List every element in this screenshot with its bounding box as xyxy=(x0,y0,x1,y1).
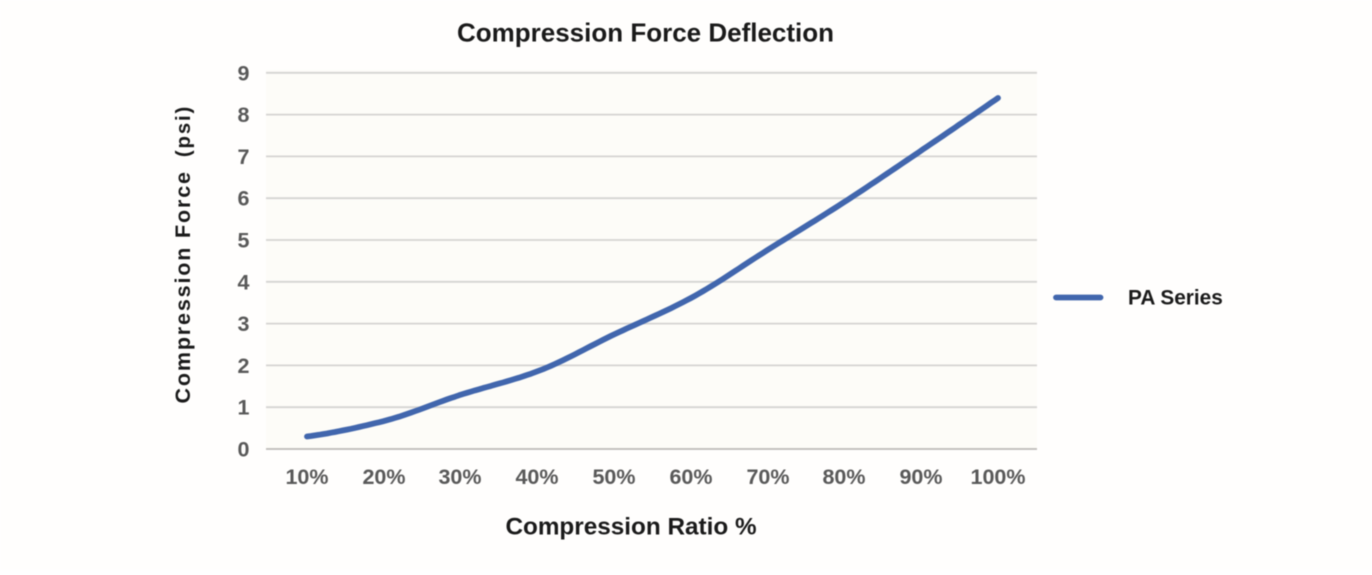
svg-text:2: 2 xyxy=(238,354,250,378)
svg-text:100%: 100% xyxy=(971,465,1026,489)
svg-text:1: 1 xyxy=(238,396,250,420)
svg-text:10%: 10% xyxy=(285,465,328,489)
svg-text:Compression Force (psi): Compression Force (psi) xyxy=(171,105,195,404)
svg-text:30%: 30% xyxy=(438,465,481,489)
svg-text:20%: 20% xyxy=(362,465,405,489)
svg-text:40%: 40% xyxy=(515,465,558,489)
svg-text:Compression Ratio %: Compression Ratio % xyxy=(505,514,756,541)
svg-text:4: 4 xyxy=(238,270,250,294)
svg-text:PA Series: PA Series xyxy=(1128,286,1223,309)
svg-text:7: 7 xyxy=(238,145,250,169)
svg-text:90%: 90% xyxy=(899,465,942,489)
svg-text:9: 9 xyxy=(238,61,250,85)
svg-text:8: 8 xyxy=(238,103,250,127)
svg-text:80%: 80% xyxy=(822,465,865,489)
svg-text:70%: 70% xyxy=(746,465,789,489)
svg-text:5: 5 xyxy=(238,229,250,253)
svg-text:0: 0 xyxy=(238,438,250,462)
svg-text:50%: 50% xyxy=(592,465,635,489)
svg-text:60%: 60% xyxy=(669,465,712,489)
svg-text:Compression Force Deflection: Compression Force Deflection xyxy=(457,17,834,47)
svg-text:3: 3 xyxy=(238,312,250,336)
svg-text:6: 6 xyxy=(238,187,250,211)
